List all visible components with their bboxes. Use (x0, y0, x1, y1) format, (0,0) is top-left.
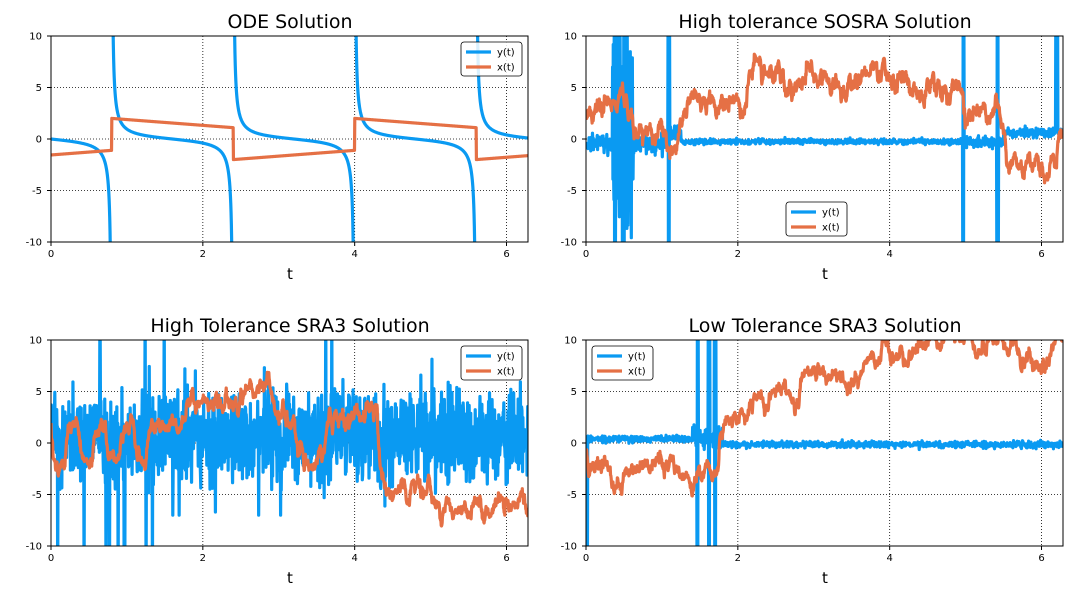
x-tick-label: 0 (48, 553, 54, 564)
subplot-title: ODE Solution (227, 11, 352, 33)
legend: y(t) x(t) (591, 345, 654, 381)
series-line-x (51, 370, 528, 528)
legend-label: x(t) (628, 367, 646, 378)
x-tick-label: 6 (503, 249, 509, 260)
legend: y(t) x(t) (785, 201, 848, 237)
legend: y(t) x(t) (460, 345, 523, 381)
x-tick-label: 2 (735, 553, 741, 564)
subplot-title: Low Tolerance SRA3 Solution (688, 315, 961, 337)
subplot-sra3-low: Low Tolerance SRA3 Solution t 0 2 4 6 10 5 0 -5… (561, 315, 1064, 587)
legend: y(t) x(t) (460, 41, 523, 77)
y-tick-label: 5 (36, 83, 42, 94)
y-tick-label: -10 (26, 542, 42, 553)
x-tick-label: 6 (1038, 553, 1044, 564)
y-tick-label: 0 (571, 439, 577, 450)
subplot-title: High Tolerance SRA3 Solution (150, 315, 429, 337)
plot-area (51, 340, 528, 546)
plot-area (586, 36, 1063, 242)
x-axis-label: t (822, 265, 828, 283)
x-axis-label: t (822, 569, 828, 587)
x-tick-label: 4 (886, 553, 892, 564)
x-tick-label: 2 (735, 249, 741, 260)
y-tick-label: 10 (29, 32, 42, 43)
series-line-x (586, 52, 1063, 185)
subplot-sra3-high: High Tolerance SRA3 Solution t 0 2 4 61050-… (26, 315, 529, 587)
series-line-y (51, 36, 528, 242)
x-tick-label: 4 (351, 553, 357, 564)
y-tick-label: 10 (564, 336, 577, 347)
legend-label: y(t) (628, 352, 646, 363)
series-line-y (586, 36, 1063, 242)
series-line-y (586, 340, 1063, 546)
x-tick-label: 4 (886, 249, 892, 260)
x-tick-label: 4 (351, 249, 357, 260)
y-tick-label: -5 (32, 186, 42, 197)
legend-label: y(t) (497, 48, 515, 59)
x-tick-label: 6 (1038, 249, 1044, 260)
y-tick-label: -10 (561, 542, 577, 553)
y-tick-label: 0 (36, 135, 42, 146)
series-line-x (51, 116, 528, 162)
x-axis-label: t (287, 265, 293, 283)
y-tick-label: 10 (29, 336, 42, 347)
y-tick-label: -5 (32, 490, 42, 501)
y-tick-label: 0 (571, 135, 577, 146)
y-tick-label: -10 (26, 238, 42, 249)
series-line-y (51, 340, 528, 546)
x-axis-label: t (287, 569, 293, 587)
x-tick-label: 0 (583, 249, 589, 260)
y-tick-label: -5 (567, 490, 577, 501)
subplot-ode: ODE Solution t 0 2 4 6 10 5 0 -5 -10 y(t) x(t) (26, 11, 529, 283)
y-tick-label: -10 (561, 238, 577, 249)
x-tick-label: 6 (503, 553, 509, 564)
x-tick-label: 2 (200, 553, 206, 564)
subplot-sosra: High tolerance SOSRA Solution t 0 2 4 6 10 5 0… (561, 11, 1064, 283)
legend-label: x(t) (497, 367, 515, 378)
y-tick-label: 5 (571, 387, 577, 398)
y-tick-label: 5 (571, 83, 577, 94)
plot-area (586, 340, 1063, 546)
legend-label: x(t) (822, 223, 840, 234)
legend-label: x(t) (497, 63, 515, 74)
y-tick-label: -5 (567, 186, 577, 197)
y-tick-label: 0 (36, 439, 42, 450)
x-tick-label: 0 (583, 553, 589, 564)
series-line-x (586, 340, 1063, 498)
legend-label: y(t) (822, 208, 840, 219)
y-tick-label: 10 (564, 32, 577, 43)
subplot-title: High tolerance SOSRA Solution (678, 11, 971, 33)
y-tick-label: 5 (36, 387, 42, 398)
x-tick-label: 2 (200, 249, 206, 260)
plot-area (51, 36, 528, 242)
x-tick-label: 0 (48, 249, 54, 260)
legend-label: y(t) (497, 352, 515, 363)
